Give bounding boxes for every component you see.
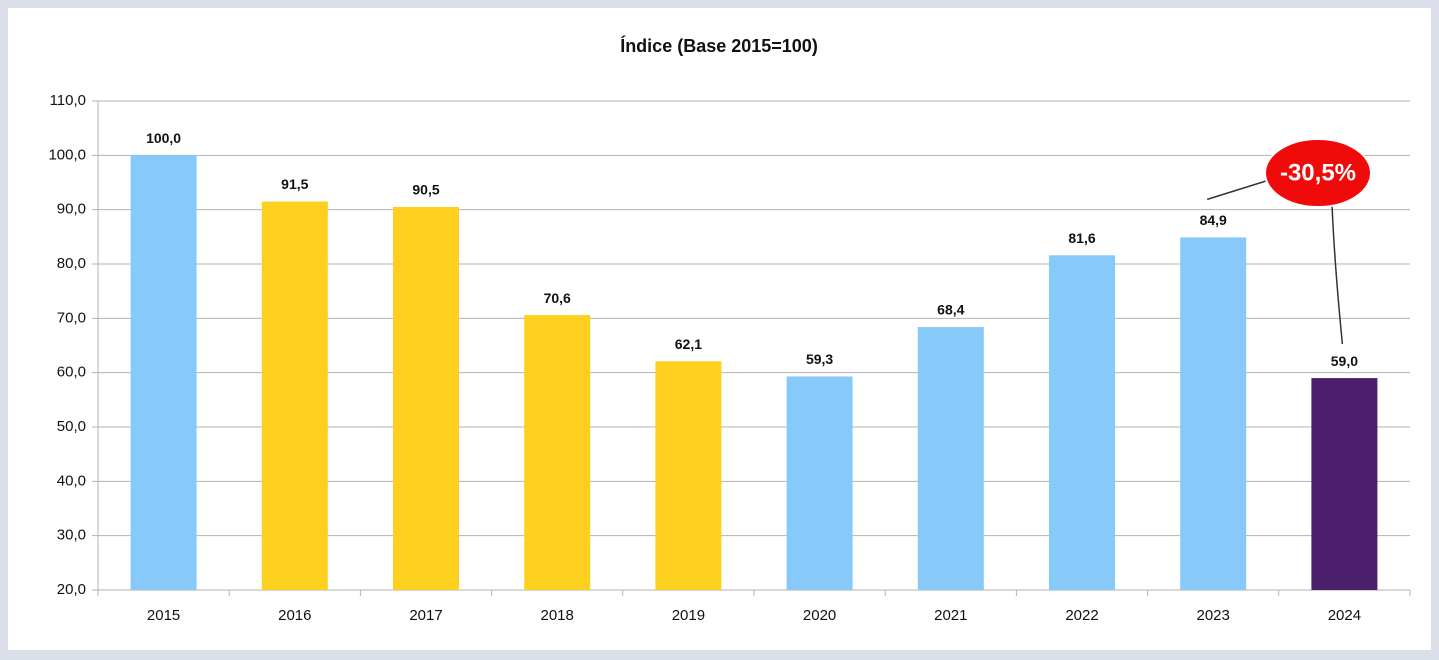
value-label: 84,9 (1200, 212, 1227, 228)
value-label: 68,4 (937, 302, 964, 318)
bar (655, 361, 722, 590)
y-tick-label: 80,0 (57, 255, 86, 272)
y-tick-label: 40,0 (57, 472, 86, 489)
bar (1180, 237, 1247, 591)
bar (393, 206, 459, 590)
x-tick-label: 2020 (803, 607, 836, 624)
x-tick-label: 2022 (1065, 607, 1098, 624)
x-tick-label: 2023 (1197, 607, 1230, 624)
value-label: 100,0 (146, 130, 181, 146)
value-label: 59,0 (1331, 353, 1358, 369)
bar (786, 376, 853, 590)
x-tick-label: 2018 (541, 607, 574, 624)
value-label: 91,5 (281, 176, 308, 192)
value-label: 81,6 (1068, 230, 1095, 246)
value-label: 70,6 (544, 290, 571, 306)
bar (1049, 255, 1115, 590)
y-tick-label: 20,0 (57, 581, 86, 598)
y-tick-label: 110,0 (50, 92, 86, 109)
bar (917, 327, 984, 590)
bar (130, 155, 197, 591)
callout-line (1331, 203, 1344, 345)
y-tick-label: 100,0 (48, 146, 86, 163)
x-tick-label: 2015 (147, 607, 180, 624)
y-tick-label: 70,0 (57, 309, 86, 326)
x-tick-label: 2021 (934, 607, 967, 624)
callout-bubble (1264, 138, 1372, 208)
y-tick-label: 60,0 (57, 364, 86, 381)
value-label: 62,1 (675, 336, 702, 352)
value-label: 59,3 (806, 351, 833, 367)
y-tick-label: 90,0 (57, 201, 86, 218)
x-tick-label: 2017 (409, 607, 442, 624)
x-tick-label: 2024 (1328, 607, 1361, 624)
bar (1311, 378, 1378, 590)
callout-line (1206, 180, 1267, 201)
y-tick-label: 50,0 (57, 418, 86, 435)
x-tick-label: 2019 (672, 607, 705, 624)
value-label: 90,5 (412, 182, 439, 198)
x-tick-label: 2016 (278, 607, 311, 624)
callout-text: -30,5% (1280, 159, 1356, 186)
bar (261, 201, 328, 590)
y-tick-label: 30,0 (57, 527, 86, 544)
chart-title: Índice (Base 2015=100) (620, 35, 818, 56)
bar (524, 315, 591, 590)
